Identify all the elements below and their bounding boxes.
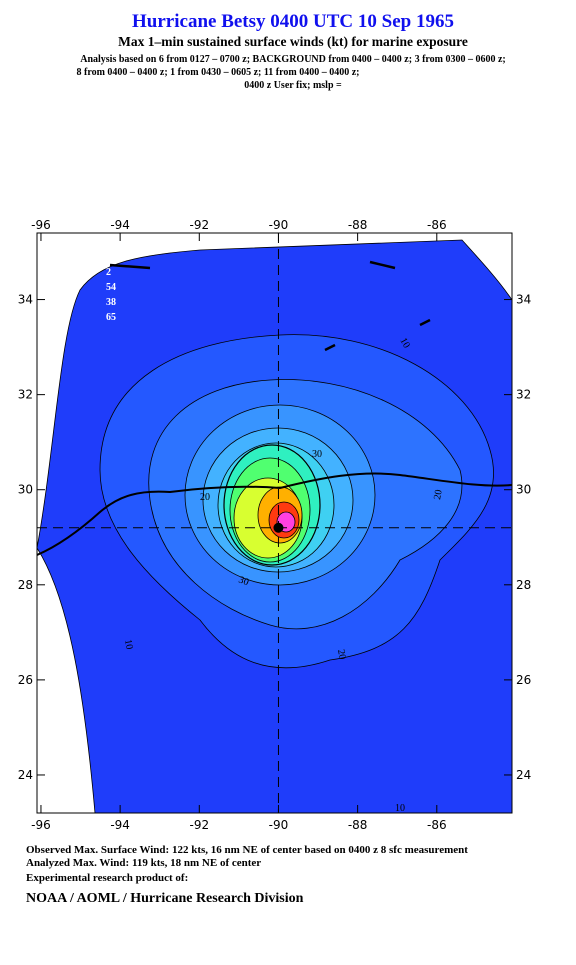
map-frame [36, 232, 513, 814]
analysis-line: 0400 z User fix; mslp = [244, 80, 342, 91]
x-tick-label: -86 [427, 218, 447, 232]
center-fix [273, 522, 284, 533]
y-tick-label: 26 [516, 673, 531, 687]
x-tick-label: -96 [31, 818, 51, 832]
x-tick-label: -90 [269, 218, 289, 232]
y-tick-label: 34 [516, 293, 531, 307]
y-tick-label: 26 [18, 673, 33, 687]
contour-label: 20 [335, 649, 348, 661]
x-tick-label: -94 [110, 218, 130, 232]
y-tick-label: 32 [18, 388, 33, 402]
x-tick-label: -90 [269, 818, 289, 832]
legend-label: 38 [106, 297, 116, 308]
legend-label: 54 [106, 282, 116, 293]
y-tick-label: 34 [18, 293, 33, 307]
contour-label: 20 [432, 489, 445, 501]
x-tick-label: -96 [31, 218, 51, 232]
contour-label: 30 [312, 449, 322, 460]
x-tick-label: -92 [189, 818, 209, 832]
y-tick-label: 24 [516, 768, 531, 782]
analysis-line: Analysis based on 6 from 0127 – 0700 z; … [80, 54, 506, 65]
contour-label: 10 [395, 803, 405, 814]
x-tick-label: -86 [427, 818, 447, 832]
wind-field [37, 239, 512, 813]
contour-label: 20 [200, 492, 210, 503]
footer-analyzed: Analyzed Max. Wind: 119 kts, 18 nm NE of… [26, 857, 261, 869]
title: Hurricane Betsy 0400 UTC 10 Sep 1965 [132, 11, 454, 32]
legend-label: 2 [106, 267, 111, 278]
y-tick-label: 28 [18, 578, 33, 592]
y-tick-label: 32 [516, 388, 531, 402]
legend-label: 65 [106, 312, 116, 323]
contour-label: 10 [122, 639, 135, 651]
subtitle: Max 1–min sustained surface winds (kt) f… [118, 34, 468, 49]
footer-product: Experimental research product of: [26, 872, 188, 884]
x-tick-label: -88 [348, 218, 368, 232]
contour-label: 10 [397, 336, 412, 350]
x-tick-label: -88 [348, 818, 368, 832]
y-tick-label: 28 [516, 578, 531, 592]
footer-org: NOAA / AOML / Hurricane Research Divisio… [26, 891, 304, 906]
y-tick-label: 24 [18, 768, 33, 782]
y-tick-label: 30 [18, 483, 33, 497]
footer-observed: Observed Max. Surface Wind: 122 kts, 16 … [26, 844, 468, 856]
x-tick-label: -94 [110, 818, 130, 832]
contour-label: 30 [237, 574, 250, 588]
y-tick-label: 30 [516, 483, 531, 497]
axes: -96 -96 -94 -94 -92 -92 -90 -90 -88 -88 -86 -86 24 24… [18, 218, 532, 832]
analysis-line: 8 from 0400 – 0400 z; 1 from 0430 – 0605… [76, 67, 359, 78]
x-tick-label: -92 [189, 218, 209, 232]
